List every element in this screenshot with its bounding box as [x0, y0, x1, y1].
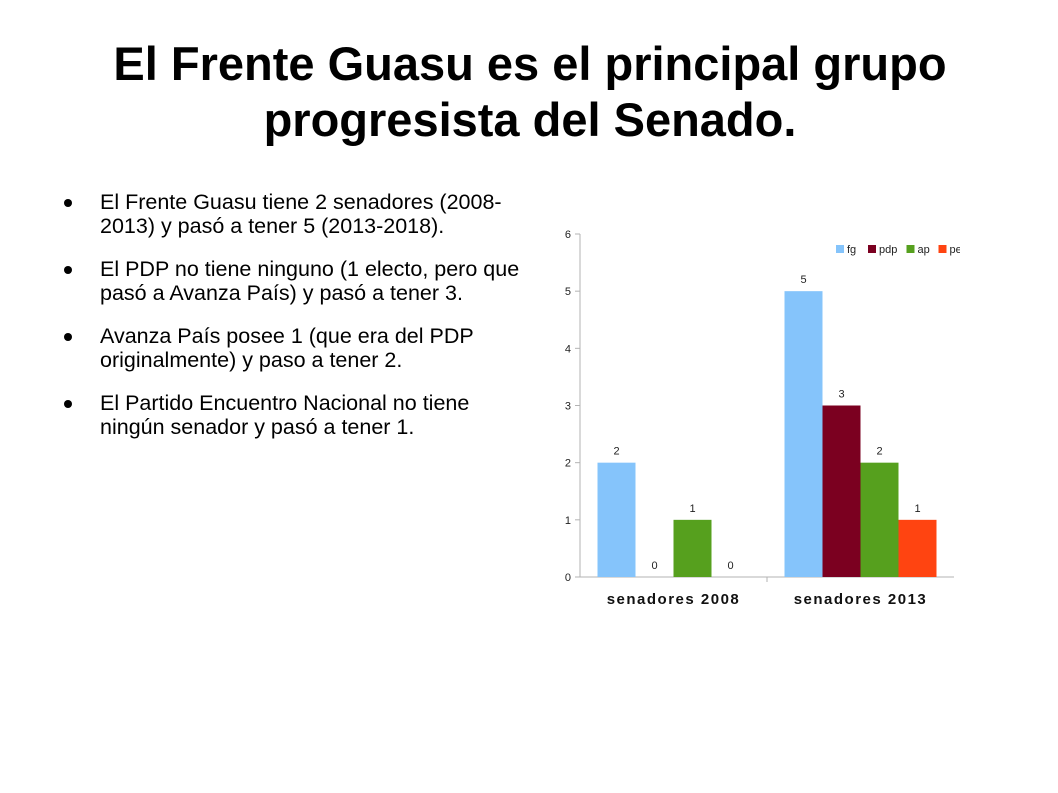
y-tick-label: 4	[565, 343, 571, 355]
legend-swatch-fg	[836, 245, 844, 253]
legend-swatch-ap	[906, 245, 915, 253]
bullet-item: Avanza País posee 1 (que era del PDP ori…	[60, 324, 520, 372]
bullet-item: El Partido Encuentro Nacional no tiene n…	[60, 391, 520, 439]
data-label: 1	[914, 503, 920, 515]
bar-ap	[860, 462, 899, 577]
x-tick-label: senadores 2013	[794, 591, 928, 608]
bullet-dot-icon	[64, 400, 72, 408]
bar-ap	[673, 519, 712, 577]
legend-label-ap: ap	[918, 244, 930, 256]
legend-label-pen: pen	[950, 244, 961, 256]
bullet-text: El Frente Guasu tiene 2 senadores (2008-…	[100, 190, 502, 238]
data-label: 3	[838, 389, 844, 401]
data-label: 2	[613, 446, 619, 458]
y-tick-label: 2	[565, 458, 571, 470]
data-label: 5	[800, 274, 806, 286]
x-tick-label: senadores 2008	[607, 591, 741, 608]
bullet-text: El Partido Encuentro Nacional no tiene n…	[100, 391, 470, 439]
data-label: 2	[876, 446, 882, 458]
bullet-item: El Frente Guasu tiene 2 senadores (2008-…	[60, 190, 520, 238]
data-label: 1	[689, 503, 695, 515]
legend-label-pdp: pdp	[879, 244, 897, 256]
y-tick-label: 1	[565, 515, 571, 527]
y-tick-label: 0	[565, 572, 571, 584]
y-tick-label: 5	[565, 286, 571, 298]
bullet-dot-icon	[64, 266, 72, 274]
bar-pdp	[822, 405, 861, 577]
bullet-text: El PDP no tiene ninguno (1 electo, pero …	[100, 257, 520, 305]
bullet-dot-icon	[64, 199, 72, 207]
bar-chart: 0 1 2 3 4 5 6 senadores 2008 2 0 1 0 senadores 2013 5…	[565, 229, 961, 608]
y-tick-label: 6	[565, 229, 571, 241]
data-label: 0	[651, 560, 657, 572]
legend-swatch-pdp	[868, 245, 876, 253]
bar-fg	[784, 291, 823, 577]
bar-fg	[597, 462, 636, 577]
bullet-item: El PDP no tiene ninguno (1 electo, pero …	[60, 257, 520, 305]
legend-label-fg: fg	[847, 244, 856, 256]
slide-title: El Frente Guasu es el principal grupo pr…	[113, 37, 947, 146]
y-tick-label: 3	[565, 401, 571, 413]
bullet-dot-icon	[64, 333, 72, 341]
bullet-text: Avanza País posee 1 (que era del PDP ori…	[100, 324, 474, 372]
bullet-list: El Frente Guasu tiene 2 senadores (2008-…	[60, 190, 520, 458]
legend-swatch-pen	[938, 245, 947, 253]
data-label: 0	[727, 560, 733, 572]
bar-pen	[898, 519, 937, 577]
